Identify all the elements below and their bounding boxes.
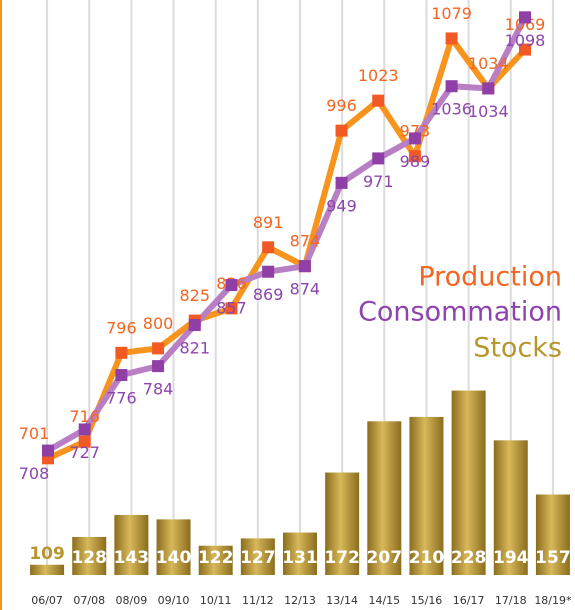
value-label: 784 <box>143 380 174 399</box>
x-tick-label: 08/09 <box>116 594 148 607</box>
point-marker <box>372 152 385 165</box>
value-label: 874 <box>290 232 321 251</box>
value-label: 1034 <box>468 102 509 121</box>
x-tick-label: 15/16 <box>411 594 443 607</box>
legend-stocks: Stocks <box>473 333 562 364</box>
value-label: 821 <box>179 339 210 358</box>
legend-production: Production <box>418 262 562 293</box>
value-label: 857 <box>216 299 247 318</box>
value-label: 996 <box>326 96 357 115</box>
point-marker <box>78 423 91 436</box>
point-marker <box>115 369 128 382</box>
value-label: 949 <box>326 196 357 215</box>
legend: Production Consommation Stocks <box>358 262 562 364</box>
bar <box>72 536 107 575</box>
point-marker <box>188 319 201 332</box>
point-marker <box>225 279 238 292</box>
point-marker <box>78 435 91 448</box>
point-marker <box>298 260 311 273</box>
point-marker <box>372 94 385 107</box>
value-label: 1079 <box>431 4 472 23</box>
value-label: 1023 <box>358 66 399 85</box>
value-label: 109 <box>29 544 65 564</box>
point-marker <box>262 241 275 254</box>
point-marker <box>335 124 348 137</box>
point-marker <box>152 360 165 373</box>
x-tick-label: 18/19* <box>534 594 572 607</box>
point-marker <box>262 265 275 278</box>
bar <box>283 532 317 575</box>
value-label: 973 <box>400 122 431 141</box>
bar <box>451 390 486 575</box>
x-tick-label: 09/10 <box>158 594 190 607</box>
value-label: 1098 <box>505 31 546 50</box>
value-label: 1036 <box>431 100 472 119</box>
value-label: 701 <box>19 424 50 443</box>
bar <box>535 494 570 575</box>
value-label: 140 <box>156 548 192 568</box>
value-label: 874 <box>290 280 321 299</box>
legend-consommation: Consommation <box>358 297 562 328</box>
bar <box>240 538 275 575</box>
series-line <box>46 15 528 454</box>
point-marker <box>335 176 348 189</box>
x-tick-label: 14/15 <box>368 594 400 607</box>
x-tick-label: 11/12 <box>242 594 274 607</box>
bar <box>367 421 402 575</box>
point-marker <box>408 132 421 145</box>
x-tick-label: 16/17 <box>453 594 485 607</box>
point-marker <box>225 302 238 315</box>
x-tick-label: 06/07 <box>31 594 63 607</box>
point-marker <box>445 32 458 45</box>
bar <box>30 564 65 575</box>
point-marker <box>408 150 421 163</box>
x-tick-label: 10/11 <box>200 594 232 607</box>
value-label: 128 <box>71 548 107 568</box>
value-label: 1069 <box>505 15 546 34</box>
point-marker <box>152 342 165 355</box>
value-label: 825 <box>179 286 210 305</box>
x-tick-label: 13/14 <box>326 594 358 607</box>
x-tick-label: 07/08 <box>73 594 105 607</box>
point-marker <box>482 82 495 95</box>
value-label: 796 <box>106 318 137 337</box>
point-marker <box>42 444 54 457</box>
value-label: 776 <box>106 389 137 408</box>
value-label: 172 <box>324 548 360 568</box>
value-label: 1034 <box>468 54 509 73</box>
value-label: 727 <box>69 443 100 462</box>
series-line <box>46 35 528 462</box>
bar <box>198 545 233 575</box>
value-label: 891 <box>253 213 284 232</box>
bar <box>325 472 360 575</box>
point-marker <box>519 43 531 56</box>
bar <box>493 440 528 575</box>
value-label: 716 <box>69 407 100 426</box>
bar <box>114 514 149 575</box>
x-tick-label: 17/18 <box>495 594 527 607</box>
point-marker <box>519 11 531 24</box>
value-label: 228 <box>451 548 487 568</box>
bar <box>409 416 444 575</box>
value-label: 157 <box>535 548 571 568</box>
value-label: 127 <box>240 548 276 568</box>
value-label: 194 <box>493 548 529 568</box>
x-tick-label: 12/13 <box>284 594 316 607</box>
point-marker <box>445 80 458 93</box>
point-marker <box>115 346 128 359</box>
value-label: 143 <box>114 548 150 568</box>
value-label: 869 <box>253 285 284 304</box>
value-label: 800 <box>143 314 174 333</box>
value-label: 708 <box>19 464 50 483</box>
value-label: 207 <box>367 548 403 568</box>
bar <box>156 519 191 575</box>
value-label: 131 <box>282 548 318 568</box>
value-label: 122 <box>198 548 234 568</box>
value-label: 989 <box>400 152 431 171</box>
value-label: 971 <box>363 172 394 191</box>
value-label: 210 <box>409 548 445 568</box>
